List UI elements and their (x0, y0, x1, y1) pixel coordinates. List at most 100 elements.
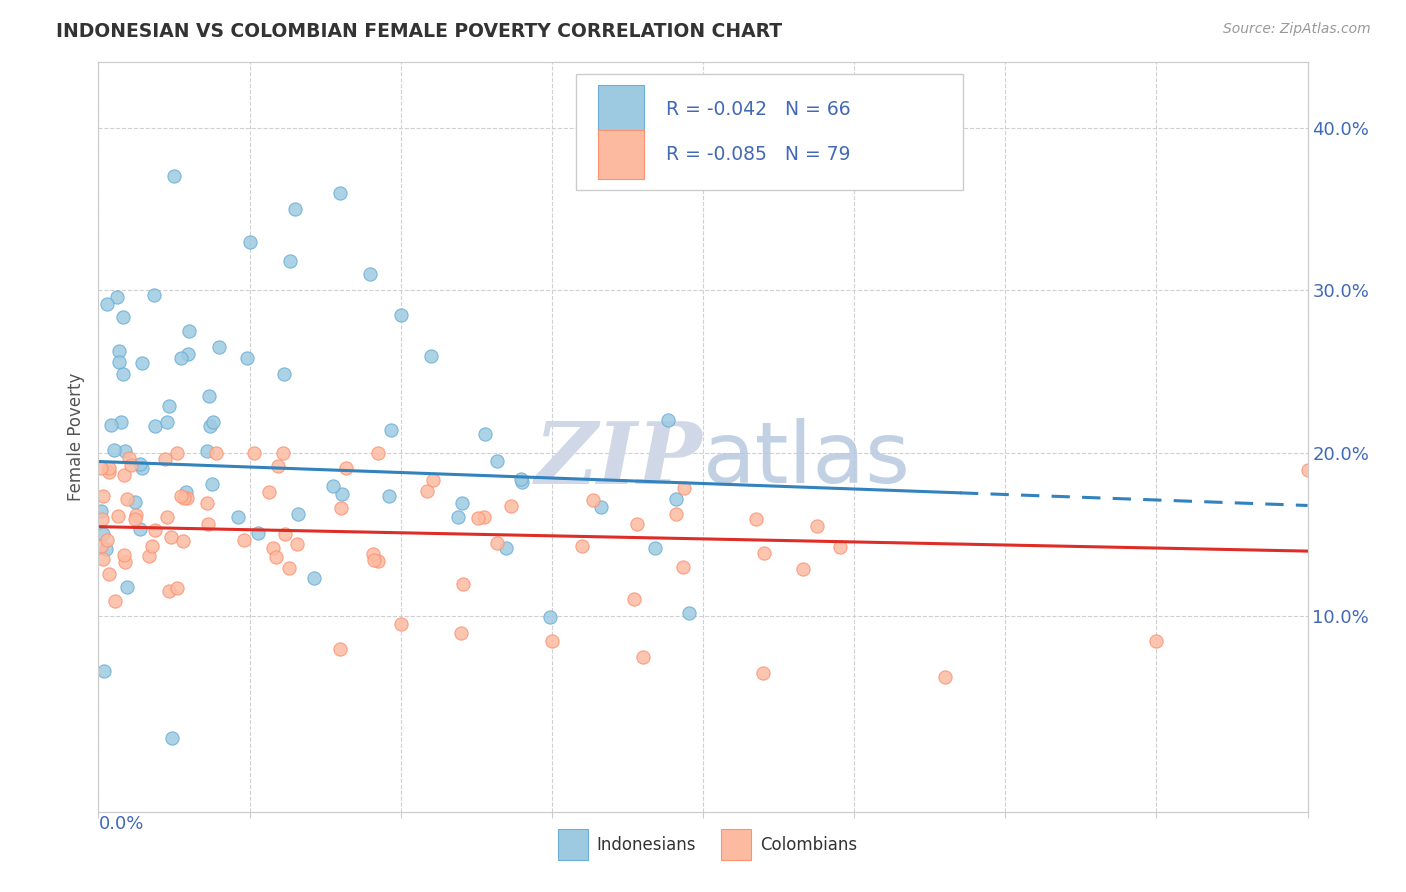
Point (176, 491, 198, 506)
Point (90, 539, 112, 553)
Point (112, 468, 135, 483)
Point (239, 235, 262, 249)
Point (166, 581, 188, 595)
Point (108, 344, 131, 359)
Point (100, 418, 122, 433)
Point (93, 664, 115, 678)
Point (367, 446, 389, 460)
Point (678, 606, 700, 620)
Point (752, 666, 775, 681)
Point (474, 509, 496, 524)
FancyBboxPatch shape (598, 86, 644, 134)
Point (110, 416, 132, 430)
Point (129, 457, 152, 471)
Point (156, 415, 179, 429)
Point (623, 591, 645, 606)
FancyBboxPatch shape (576, 74, 963, 190)
Point (377, 489, 399, 503)
Point (581, 493, 603, 508)
Y-axis label: Female Poverty: Female Poverty (67, 373, 86, 501)
Point (644, 541, 666, 555)
Point (91, 527, 114, 541)
Point (201, 416, 224, 430)
Point (112, 548, 135, 562)
Point (271, 446, 294, 460)
Point (745, 512, 768, 526)
FancyBboxPatch shape (598, 130, 644, 179)
Point (90, 460, 112, 475)
Point (120, 458, 142, 472)
Point (143, 523, 166, 537)
Point (131, 461, 153, 475)
Text: Source: ZipAtlas.com: Source: ZipAtlas.com (1223, 22, 1371, 37)
Point (118, 450, 141, 465)
Point (360, 267, 382, 281)
Point (538, 610, 561, 624)
Point (262, 541, 284, 555)
Point (103, 442, 125, 457)
Point (304, 571, 326, 585)
Point (157, 583, 180, 598)
Point (329, 186, 352, 200)
Point (108, 354, 131, 368)
Point (97, 465, 120, 479)
Point (131, 356, 153, 370)
Point (322, 479, 344, 493)
Point (98, 567, 121, 582)
Point (416, 483, 439, 498)
Point (754, 546, 776, 560)
Point (90, 512, 112, 526)
Point (143, 419, 166, 434)
Point (828, 540, 851, 554)
Text: R = -0.042   N = 66: R = -0.042 N = 66 (665, 100, 851, 120)
Point (166, 446, 188, 460)
Point (1296, 463, 1319, 477)
Point (172, 533, 194, 548)
Point (208, 341, 231, 355)
Text: R = -0.085   N = 79: R = -0.085 N = 79 (665, 145, 851, 164)
Point (451, 495, 474, 509)
Point (278, 254, 301, 268)
Point (389, 617, 412, 632)
FancyBboxPatch shape (721, 829, 751, 861)
Point (177, 347, 200, 361)
Point (197, 517, 219, 532)
Point (380, 423, 402, 437)
Text: Indonesians: Indonesians (596, 836, 696, 854)
Point (335, 460, 357, 475)
Point (273, 367, 295, 381)
Point (174, 485, 197, 500)
Point (285, 537, 308, 551)
Point (361, 547, 384, 561)
Point (657, 413, 679, 427)
Point (367, 554, 389, 568)
Point (198, 418, 221, 433)
Point (125, 508, 148, 522)
Point (96, 296, 118, 310)
Point (329, 641, 352, 656)
Point (273, 527, 295, 541)
Point (453, 577, 475, 591)
Point (589, 500, 612, 514)
Text: 0.0%: 0.0% (98, 815, 143, 833)
Point (153, 451, 176, 466)
Point (571, 540, 593, 554)
Point (163, 169, 186, 184)
Point (671, 560, 693, 574)
Point (264, 549, 287, 564)
Point (486, 454, 509, 468)
Point (672, 481, 695, 495)
Point (114, 444, 136, 458)
Point (111, 368, 134, 382)
Point (266, 459, 288, 474)
Point (117, 580, 139, 594)
Point (474, 427, 496, 442)
Point (467, 511, 489, 525)
Point (98, 461, 121, 475)
Point (420, 349, 443, 363)
Point (665, 508, 688, 522)
Point (664, 491, 686, 506)
Point (159, 530, 181, 544)
Point (232, 533, 254, 547)
Point (90, 504, 112, 518)
